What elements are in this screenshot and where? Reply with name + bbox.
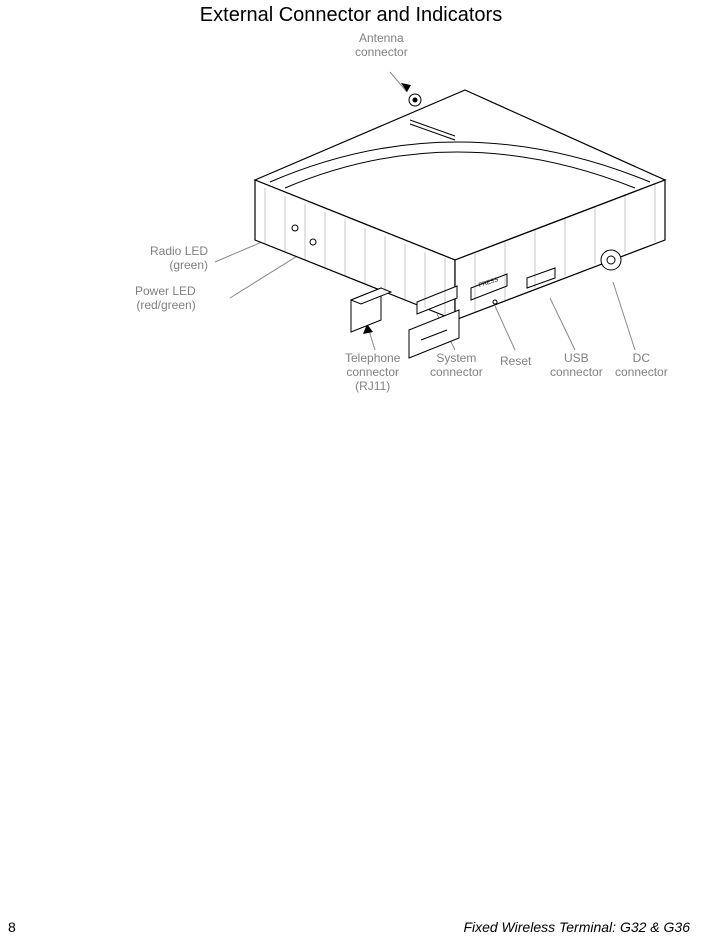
label-radio-led: Radio LED(green) (150, 245, 208, 273)
label-system: Systemconnector (430, 352, 483, 380)
label-dc: DCconnector (615, 352, 668, 380)
page-title: External Connector and Indicators (0, 4, 702, 27)
device-diagram: PRESS Ant (155, 30, 695, 410)
label-power-led: Power LED(red/green) (135, 285, 196, 313)
page-number: 8 (8, 919, 16, 935)
label-antenna: Antennaconnector (355, 32, 408, 60)
label-reset: Reset (500, 355, 531, 369)
label-usb: USBconnector (550, 352, 603, 380)
label-telephone: Telephoneconnector(RJ11) (345, 352, 400, 393)
device-svg: PRESS (155, 30, 695, 410)
footer-book-title: Fixed Wireless Terminal: G32 & G36 (463, 919, 690, 935)
